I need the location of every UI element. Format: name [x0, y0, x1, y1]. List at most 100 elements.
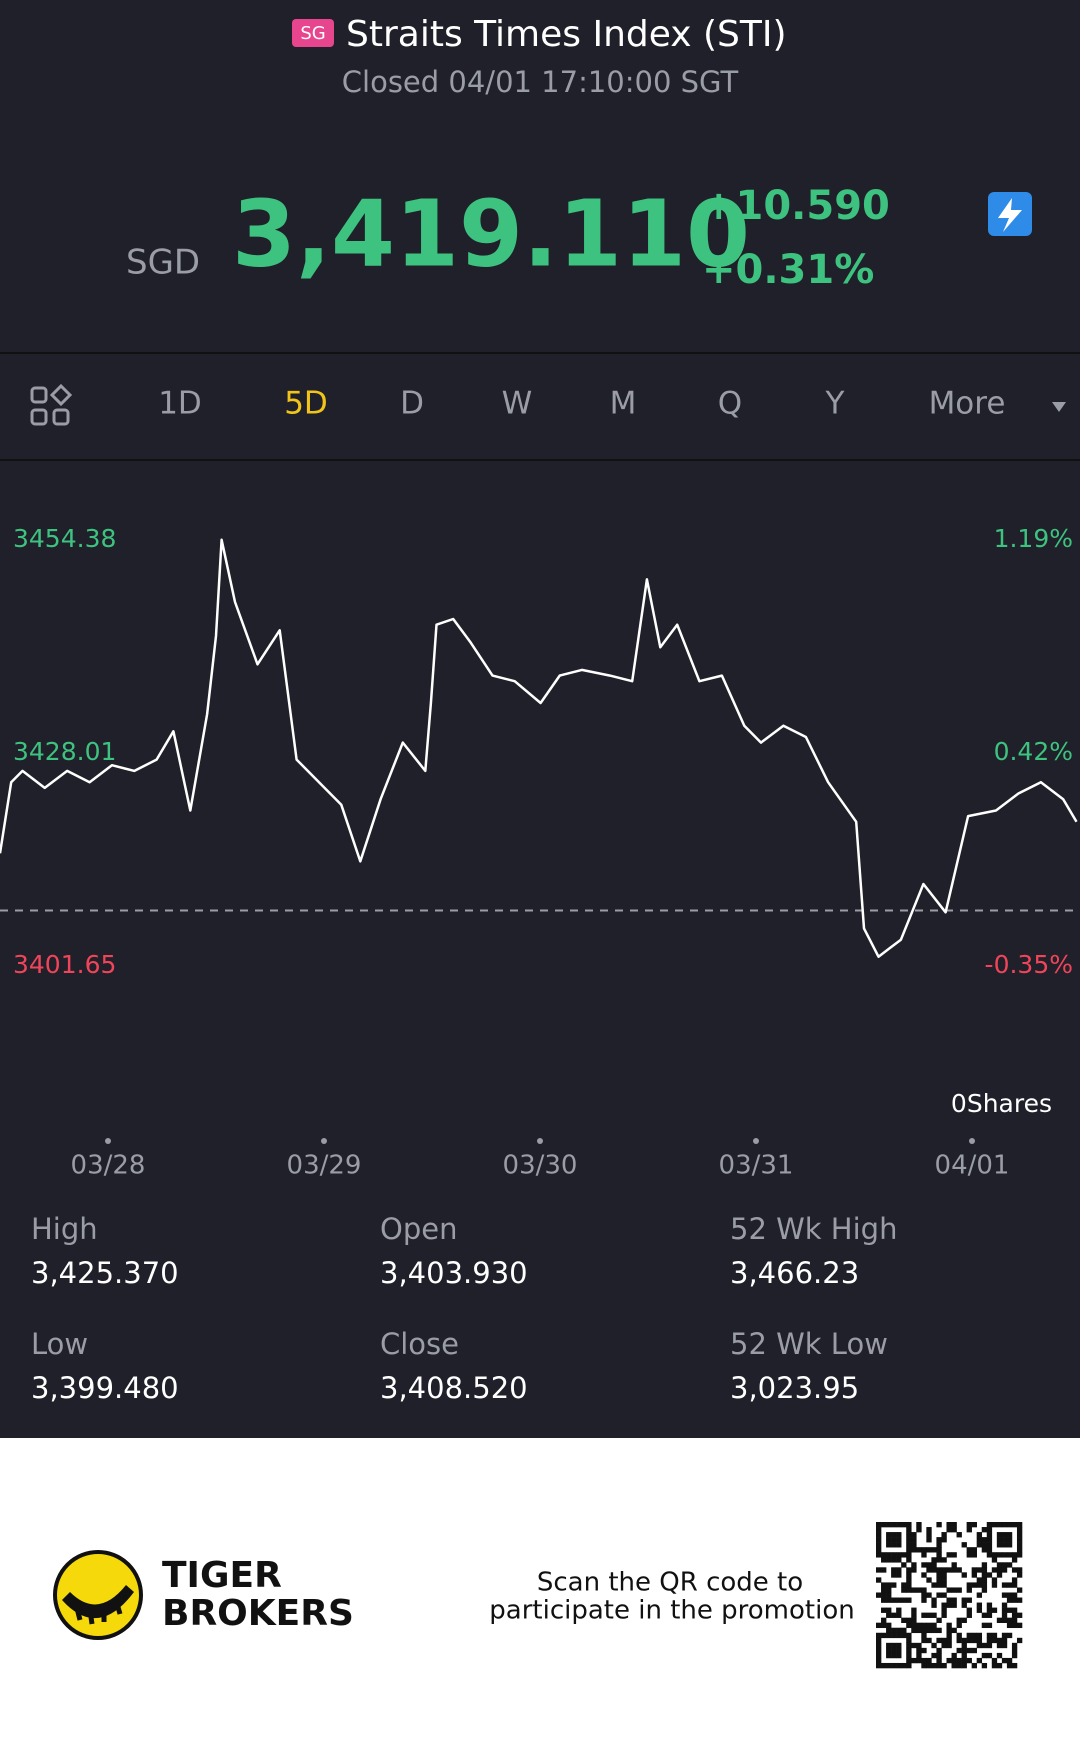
qr-cell [966, 1587, 972, 1593]
logo-stripe [73, 1599, 123, 1625]
qr-cell [891, 1567, 897, 1573]
stat-label: Close [380, 1327, 459, 1361]
tab[interactable]: 1D [158, 386, 202, 422]
qr-cell [906, 1577, 912, 1583]
qr-cell [906, 1572, 912, 1578]
qr-cell [996, 1532, 1003, 1538]
qr-cell [971, 1552, 977, 1558]
price: 3,419.110 [232, 180, 750, 287]
stat-value: 3,023.95 [730, 1371, 859, 1405]
qr-cell [981, 1652, 988, 1659]
qr-cell [911, 1627, 917, 1634]
qr-cell [946, 1627, 952, 1634]
qr-cell [936, 1592, 942, 1598]
qr-cell [926, 1567, 932, 1573]
qr-cell [1001, 1592, 1008, 1598]
qr-cell [891, 1647, 897, 1654]
qr-cell [906, 1632, 912, 1639]
qr-cell [906, 1622, 912, 1629]
qr-cell [936, 1537, 942, 1543]
qr-cell [1011, 1612, 1018, 1618]
qr-cell [1011, 1647, 1018, 1654]
qr-cell [886, 1652, 892, 1659]
qr-cell [906, 1537, 912, 1543]
brand: TIGER [162, 1555, 282, 1596]
qr-cell [881, 1582, 887, 1588]
qr-cell [1001, 1607, 1008, 1613]
tab[interactable]: Y [825, 386, 845, 422]
qr-cell [911, 1657, 917, 1664]
qr-cell [876, 1622, 882, 1629]
qr-cell [951, 1522, 957, 1528]
qr-cell [896, 1552, 902, 1558]
qr-cell [921, 1637, 927, 1644]
qr-cell [981, 1562, 988, 1568]
promo-text: participate in the promotion [489, 1596, 854, 1626]
volume-label: 0Shares [951, 1089, 1052, 1118]
qr-cell [896, 1557, 902, 1563]
qr-cell [956, 1587, 962, 1593]
qr-cell [1016, 1572, 1023, 1578]
qr-cell [986, 1552, 993, 1558]
qr-cell [901, 1597, 907, 1603]
qr-cell [996, 1642, 1003, 1649]
qr-cell [886, 1552, 892, 1558]
qr-cell [951, 1602, 957, 1608]
tab[interactable]: 5D [284, 386, 328, 422]
tab[interactable]: M [610, 386, 637, 422]
y2-tick-label: -0.35% [985, 950, 1073, 979]
qr-cell [896, 1662, 902, 1669]
qr-cell [941, 1577, 947, 1583]
qr-cell [951, 1552, 957, 1558]
qr-cell [1016, 1537, 1023, 1543]
qr-cell [901, 1522, 907, 1528]
qr-cell [961, 1597, 967, 1603]
qr-cell [876, 1652, 882, 1659]
qr-cell [996, 1567, 1003, 1573]
qr-cell [891, 1662, 897, 1669]
qr-cell [916, 1657, 922, 1664]
qr-cell [1001, 1582, 1008, 1588]
qr-cell [986, 1527, 993, 1533]
qr-cell [1001, 1542, 1008, 1548]
qr-cell [986, 1632, 993, 1639]
qr-cell [891, 1552, 897, 1558]
qr-cell [956, 1637, 962, 1644]
qr-cell [981, 1577, 988, 1583]
qr-cell [986, 1642, 993, 1649]
qr-cell [986, 1652, 993, 1659]
qr-cell [916, 1652, 922, 1659]
qr-cell [1011, 1662, 1018, 1669]
qr-cell [901, 1632, 907, 1639]
qr-cell [996, 1542, 1003, 1548]
tab[interactable]: D [400, 386, 424, 422]
tab[interactable]: Q [718, 386, 742, 422]
qr-cell [1001, 1537, 1008, 1543]
qr-cell [1011, 1582, 1018, 1588]
qr-cell [1001, 1617, 1008, 1623]
qr-cell [896, 1522, 902, 1528]
tab[interactable]: W [502, 386, 533, 422]
qr-cell [941, 1567, 947, 1573]
qr-cell [976, 1577, 983, 1583]
qr-cell [966, 1582, 972, 1588]
qr-cell [936, 1567, 942, 1573]
qr-cell [876, 1657, 882, 1664]
qr-cell [901, 1617, 907, 1623]
qr-cell [911, 1622, 917, 1629]
qr-cell [976, 1567, 983, 1573]
qr-cell [926, 1657, 932, 1664]
qr-cell [1001, 1657, 1008, 1664]
qr-cell [981, 1582, 988, 1588]
qr-cell [921, 1632, 927, 1639]
tab[interactable]: More [929, 386, 1006, 422]
qr-cell [966, 1547, 972, 1553]
qr-cell [996, 1562, 1003, 1568]
qr-cell [1016, 1542, 1023, 1548]
layout-icon[interactable] [30, 383, 73, 426]
qr-cell [941, 1612, 947, 1618]
more-arrow[interactable] [1052, 402, 1066, 412]
qr-cell [1006, 1657, 1013, 1664]
qr-cell [936, 1542, 942, 1548]
qr-cell [891, 1632, 897, 1639]
